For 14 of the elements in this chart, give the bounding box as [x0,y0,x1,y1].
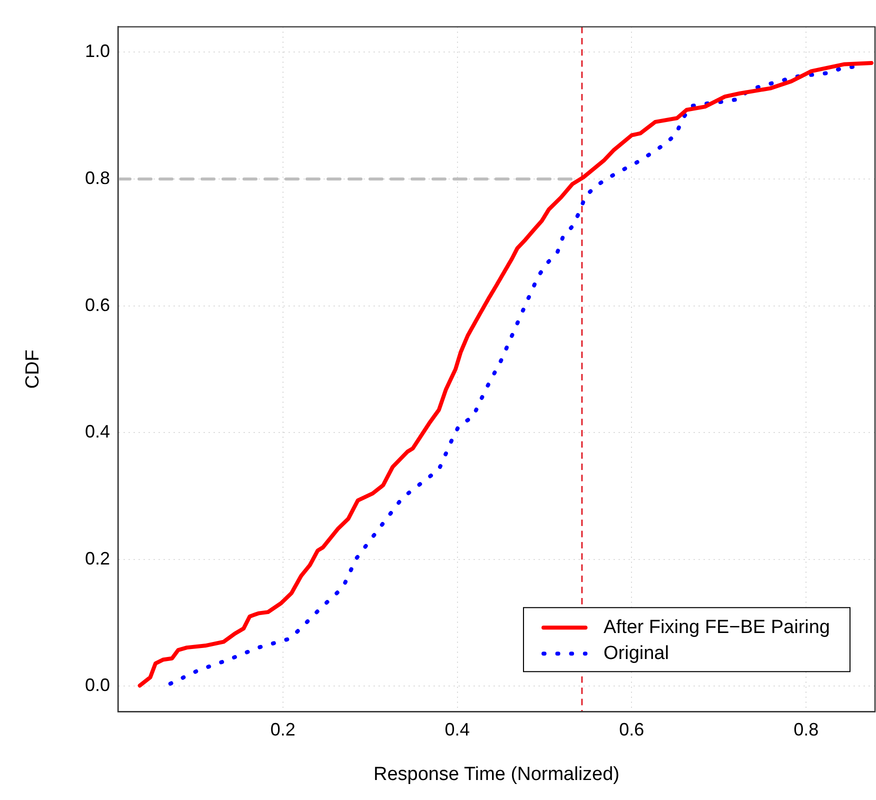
y-tick-label: 0.8 [84,168,110,188]
x-axis-title: Response Time (Normalized) [373,764,620,785]
legend-label: After Fixing FE−BE Pairing [603,616,830,638]
x-tick-label: 0.6 [619,719,644,740]
x-tick-label: 0.2 [270,719,296,740]
y-tick-label: 0.0 [84,675,110,696]
x-tick-label: 0.4 [444,719,470,740]
x-tick-label: 0.8 [794,719,819,740]
legend-label: Original [603,642,669,664]
y-tick-label: 0.2 [84,548,110,568]
y-tick-label: 0.4 [84,422,110,442]
y-tick-label: 1.0 [84,41,110,62]
y-tick-label: 0.6 [84,294,110,315]
y-axis-title: CDF [22,350,44,389]
